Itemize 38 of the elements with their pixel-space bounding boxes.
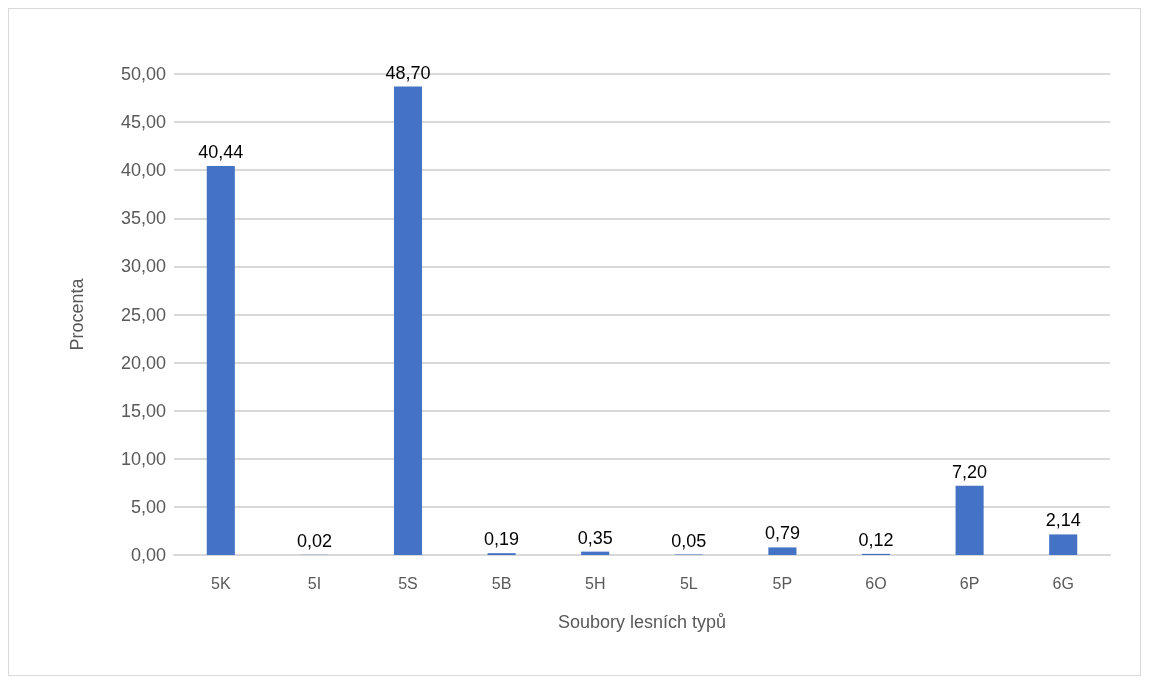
- x-tick-label: 5L: [679, 574, 698, 592]
- x-axis-title: Soubory lesních typů: [557, 612, 727, 632]
- data-label: 2,14: [1045, 510, 1081, 531]
- bar: [1049, 534, 1078, 555]
- data-label: 48,70: [385, 62, 431, 83]
- x-tick-label: 5I: [307, 574, 322, 592]
- data-label: 0,79: [764, 523, 800, 544]
- y-tick-label: 20,00: [120, 352, 166, 373]
- y-tick-label: 25,00: [120, 304, 166, 325]
- y-tick-label: 30,00: [120, 256, 166, 277]
- data-label: 7,20: [952, 461, 988, 482]
- data-label: 0,02: [296, 530, 332, 551]
- y-tick-label: 5,00: [130, 496, 166, 517]
- x-tick-label: 6G: [1052, 574, 1074, 592]
- data-label: 0,05: [671, 530, 707, 551]
- x-tick-label: 5S: [398, 574, 418, 592]
- data-label: 0,12: [858, 529, 894, 550]
- y-tick-label: 0,00: [130, 545, 166, 565]
- x-tick-label: 6O: [865, 574, 887, 592]
- x-tick-label: 5P: [772, 574, 793, 592]
- x-tick-label: 5B: [491, 574, 512, 592]
- y-tick-label: 45,00: [120, 112, 166, 133]
- y-tick-label: 40,00: [120, 160, 166, 181]
- y-axis-title: Procenta: [67, 277, 87, 351]
- y-tick-label: 50,00: [120, 64, 166, 84]
- y-tick-label: 35,00: [120, 208, 166, 229]
- x-tick-label: 5H: [584, 574, 606, 592]
- data-label: 40,44: [198, 141, 244, 162]
- x-tick-label: 6P: [959, 574, 980, 592]
- x-tick-label: 5K: [211, 574, 231, 592]
- data-label: 0,35: [577, 527, 613, 548]
- y-tick-label: 15,00: [120, 400, 166, 421]
- bar: [955, 485, 984, 555]
- bar: [768, 547, 797, 555]
- y-tick-label: 10,00: [120, 448, 166, 469]
- data-label: 0,19: [484, 529, 520, 550]
- bar: [206, 165, 235, 555]
- bar: [393, 86, 423, 555]
